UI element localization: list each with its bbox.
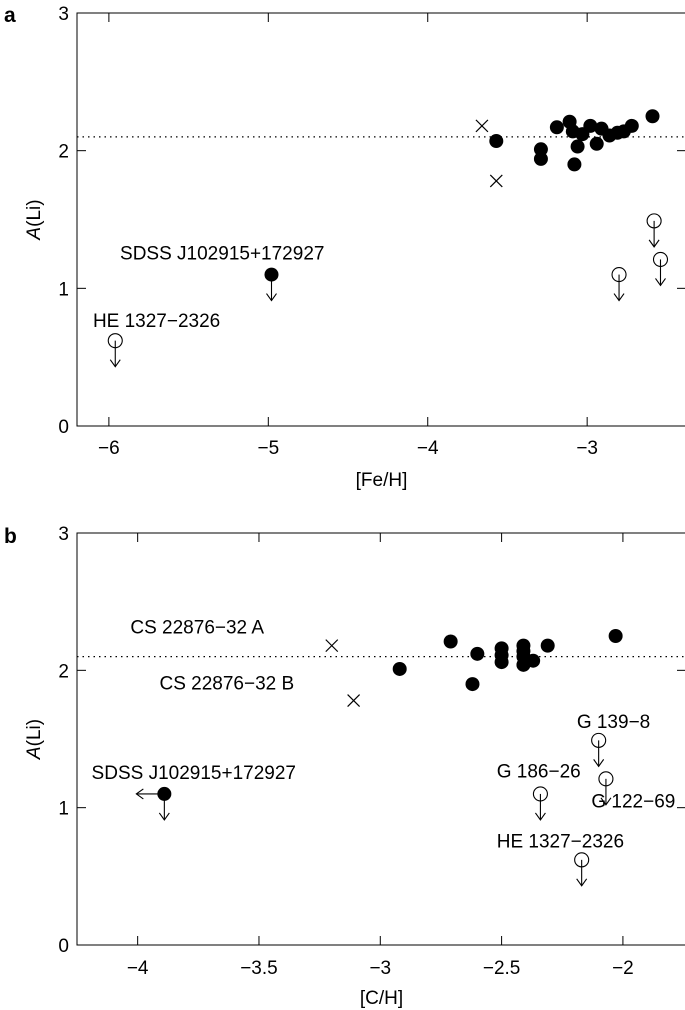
y-tick-label: 2 (58, 142, 69, 163)
y-axis-label: A(Li) (24, 199, 45, 240)
data-point-filled (583, 118, 598, 133)
y-axis-label-rest: (Li) (24, 719, 45, 746)
data-point-filled (567, 157, 582, 172)
cross-stroke (489, 174, 503, 188)
upper-limit-arrow-head (534, 812, 546, 821)
data-point-filled (589, 136, 604, 151)
data-point-filled (489, 134, 504, 149)
annotation-label: HE 1327−2326 (497, 831, 624, 852)
upper-limit-arrow-head (266, 293, 277, 302)
data-point-filled (608, 629, 623, 643)
chart-panel-b: b −4 −3.5 −3 −2.5 −2 0 1 2 3 [C/H] A(Li) CS 22876−32… (4, 524, 685, 1009)
x-tick-label: −2 (612, 958, 634, 979)
x-tick-label: −4 (127, 958, 149, 979)
data-point-filled (392, 661, 407, 676)
upper-limit-filled-point (157, 786, 172, 801)
y-tick-label: 1 (58, 799, 69, 820)
x-tick-label: −3.5 (240, 958, 278, 979)
annotation-label: G 122−69 (591, 792, 675, 813)
data-point-filled (533, 142, 548, 157)
y-axis-label-italic: A (24, 227, 45, 241)
x-tick-label: −4 (417, 438, 439, 459)
upper-limit-arrow-head (648, 239, 660, 248)
upper-limit-arrow-head (613, 293, 625, 302)
data-point-filled (526, 653, 541, 668)
annotation-label: G 186−26 (497, 761, 581, 782)
upper-limit-arrow-head (158, 812, 170, 821)
data-point-filled (465, 677, 480, 692)
panel-label: a (4, 4, 16, 27)
data-point-cross (347, 694, 361, 707)
y-tick-label: 2 (58, 661, 69, 682)
cross-stroke (475, 119, 489, 133)
y-tick-label: 1 (58, 279, 69, 300)
x-axis-label: [C/H] (360, 988, 403, 1009)
plot-frame (76, 12, 685, 427)
annotation-label: CS 22876−32 B (159, 674, 294, 695)
upper-limit-arrow-head (576, 878, 588, 887)
annotation-label: SDSS J102915+172927 (92, 763, 296, 784)
chart-panel-a: a −6 −5 −4 −3 0 1 2 3 [Fe/H] A(Li) SDSS J102915+172… (4, 4, 685, 491)
data-point-cross (325, 639, 339, 653)
data-point-cross (475, 119, 489, 133)
x-tick-label: −3 (576, 438, 598, 459)
y-tick-label: 3 (58, 524, 69, 545)
data-point-filled (645, 109, 660, 124)
data-point-filled (443, 634, 458, 649)
upper-limit-arrow-head (109, 359, 121, 368)
upper-limit-arrow-head (593, 759, 605, 768)
y-tick-label: 0 (58, 936, 69, 957)
annotation-label: G 139−8 (577, 712, 650, 733)
y-tick-label: 3 (58, 4, 69, 25)
x-axis-label: [Fe/H] (356, 470, 408, 491)
data-point-filled (570, 139, 585, 154)
x-tick-label: −3 (369, 958, 391, 979)
data-point-filled (470, 646, 485, 661)
annotation-label: HE 1327−2326 (93, 311, 220, 332)
annotation-label: CS 22876−32 A (130, 617, 264, 638)
cross-stroke (347, 694, 361, 707)
x-tick-label: −2.5 (483, 958, 521, 979)
panel-label: b (4, 525, 17, 548)
data-point-filled (624, 118, 639, 133)
y-axis-label-italic: A (24, 746, 45, 760)
data-point-filled (540, 638, 555, 653)
data-point-cross (489, 174, 503, 188)
cross-stroke (325, 639, 339, 653)
annotation-label: SDSS J102915+172927 (120, 243, 324, 264)
left-limit-arrow-head (135, 788, 144, 800)
x-tick-label: −5 (257, 438, 279, 459)
y-axis-label: A(Li) (24, 719, 45, 760)
data-point-filled (533, 151, 548, 166)
y-axis-label-rest: (Li) (24, 199, 45, 226)
upper-limit-filled-point (264, 267, 279, 282)
plot-frame (76, 532, 685, 946)
y-tick-label: 0 (58, 417, 69, 438)
upper-limit-arrow-head (600, 797, 612, 806)
data-point-filled (549, 120, 564, 135)
upper-limit-arrow-head (655, 278, 666, 287)
x-tick-label: −6 (98, 438, 120, 459)
data-point-filled (494, 655, 509, 670)
